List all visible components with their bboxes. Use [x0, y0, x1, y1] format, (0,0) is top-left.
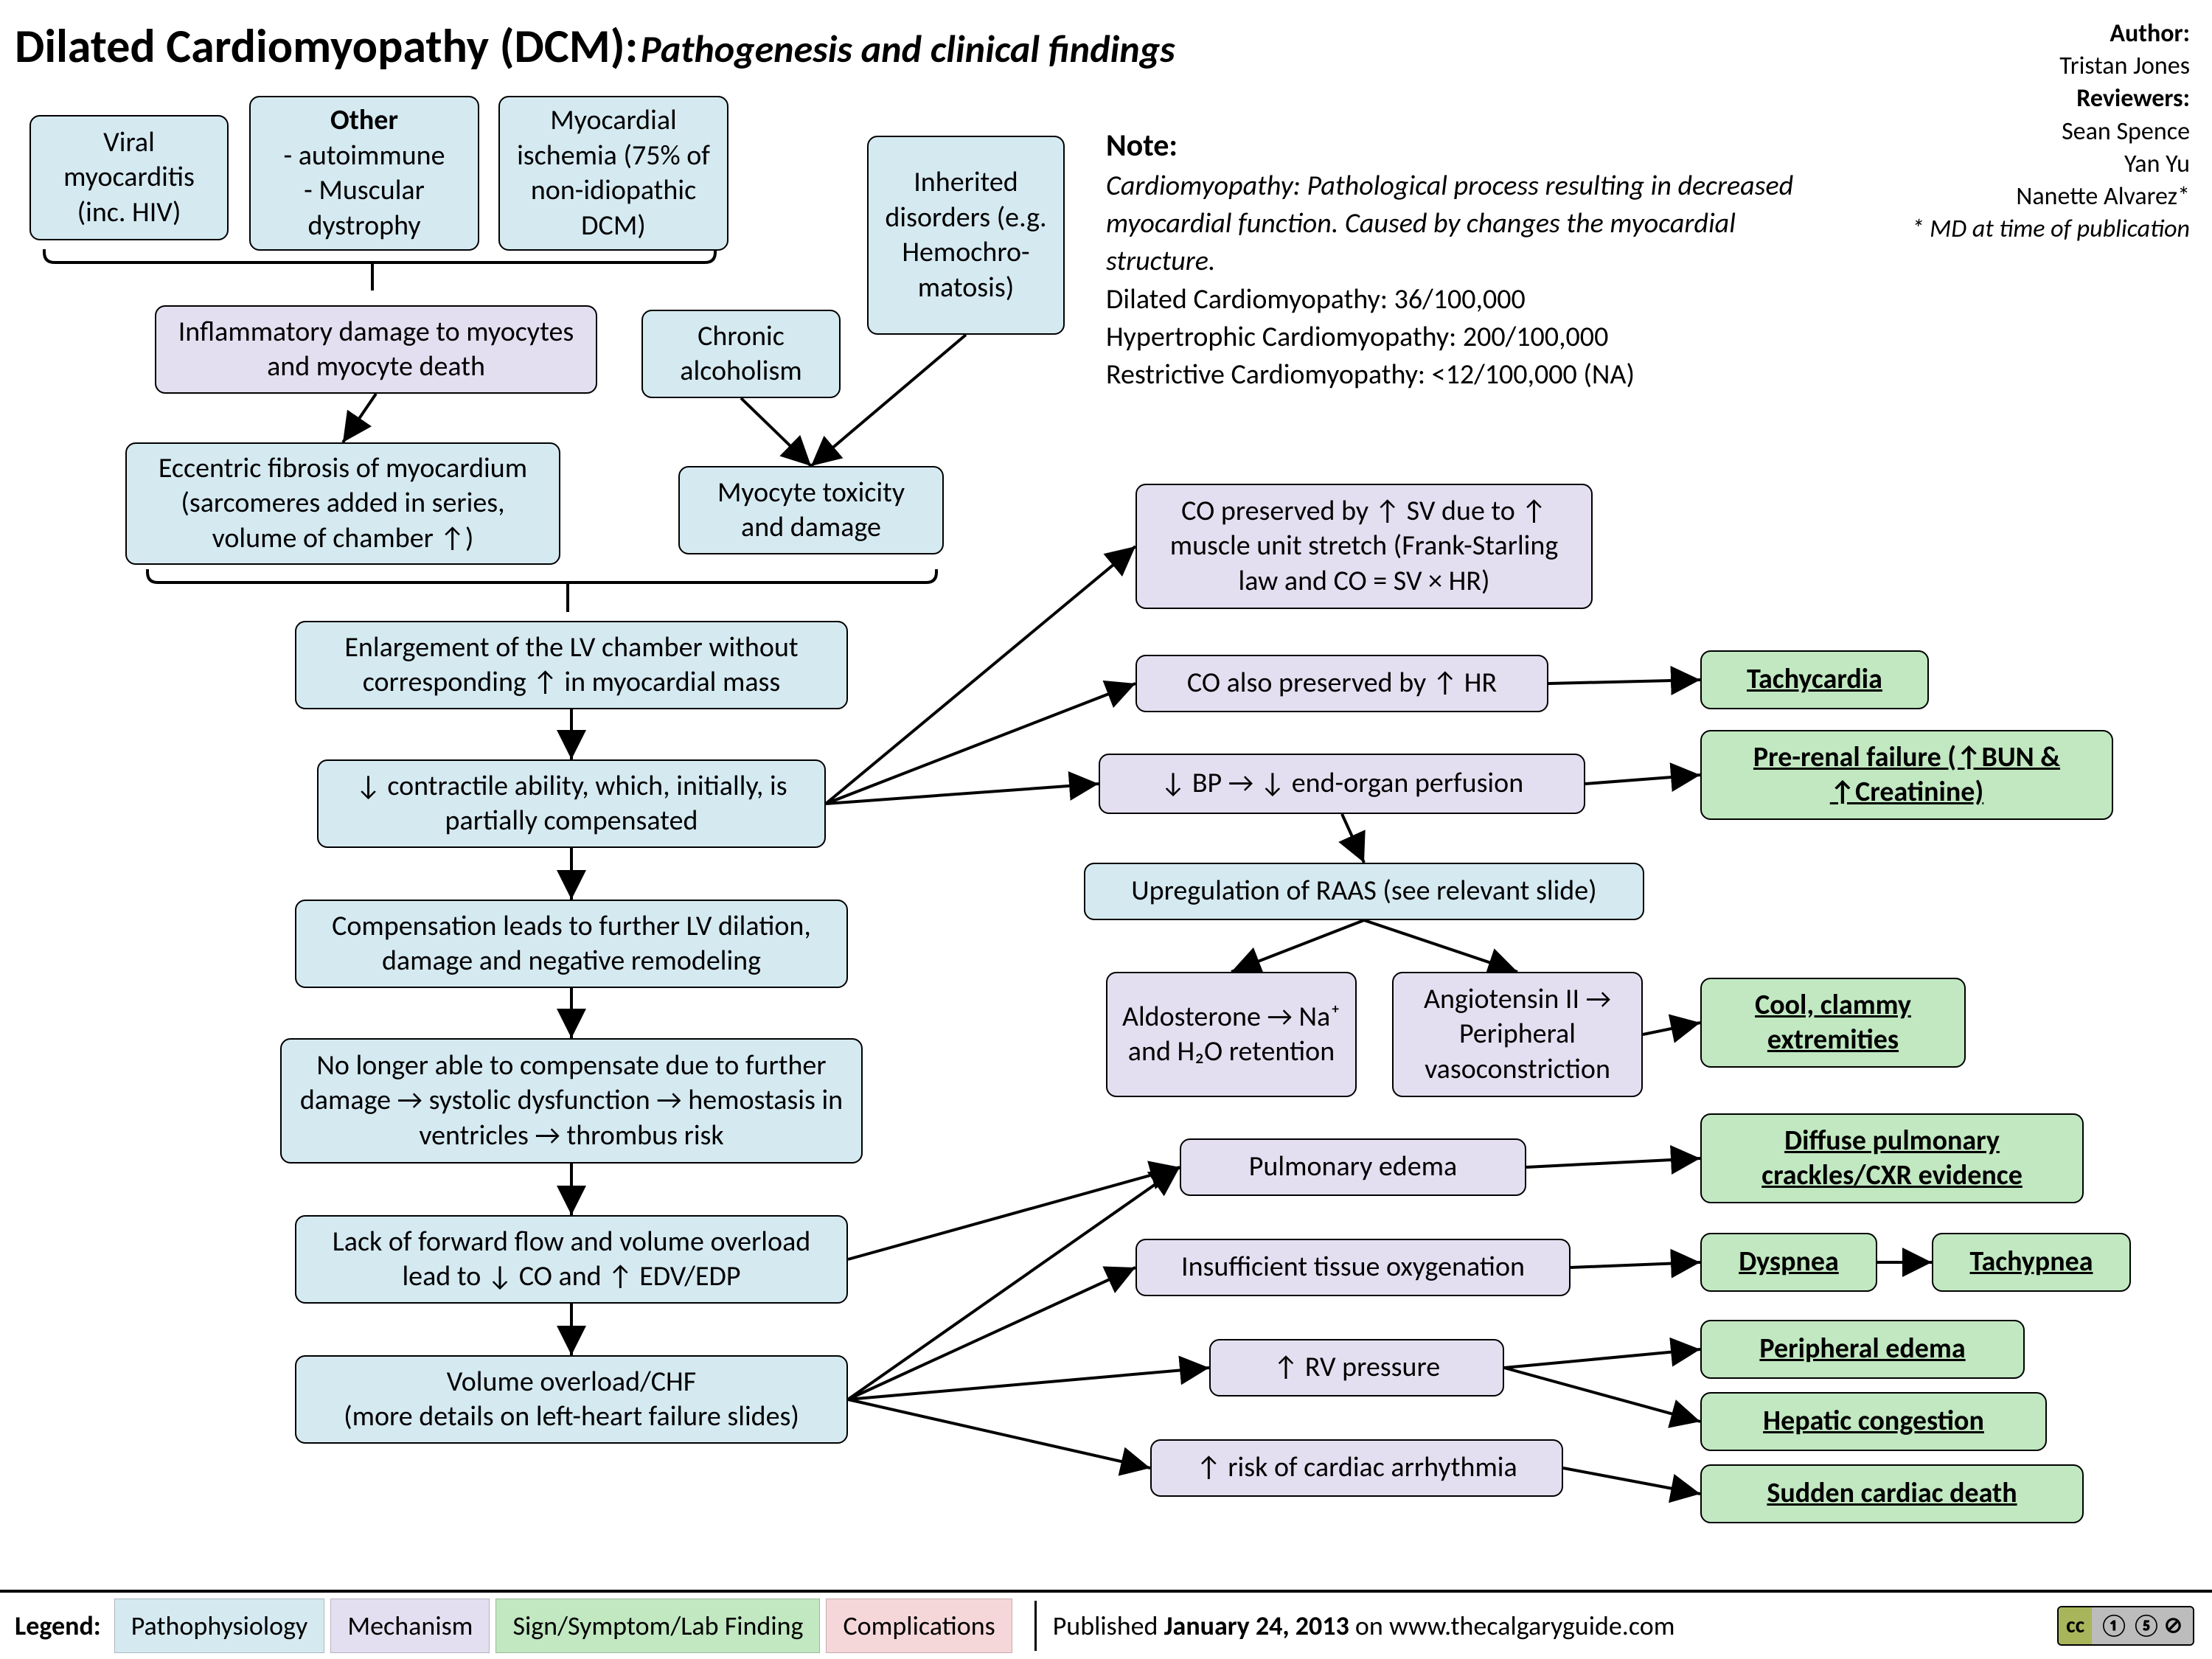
- node-toxicity: Myocyte toxicity and damage: [678, 466, 944, 554]
- authors-block: Author: Tristan Jones Reviewers: Sean Sp…: [1912, 18, 2190, 246]
- node-arrhy: ↑ risk of cardiac arrhythmia: [1150, 1439, 1563, 1497]
- node-enlarge: Enlargement of the LV chamber without co…: [295, 621, 848, 709]
- reviewer-2: Yan Yu: [1912, 148, 2190, 181]
- reviewers-label: Reviewers:: [2076, 83, 2190, 114]
- footer-separator: [1034, 1601, 1037, 1651]
- node-rvp: ↑ RV pressure: [1209, 1339, 1504, 1397]
- author-label: Author:: [2110, 18, 2190, 49]
- node-co_hr: CO also preserved by ↑ HR: [1135, 655, 1548, 712]
- note-line-3: Restrictive Cardiomyopathy: <12/100,000 …: [1106, 356, 1814, 394]
- reviewer-1: Sean Spence: [1912, 116, 2190, 148]
- author-name: Tristan Jones: [1912, 50, 2190, 83]
- publication-info: Published January 24, 2013 on www.thecal…: [1053, 1610, 2057, 1642]
- title-sub: Pathogenesis and clinical findings: [641, 25, 1175, 72]
- legend-complications: Complications: [826, 1599, 1012, 1653]
- node-insuff: Insufficient tissue oxygenation: [1135, 1239, 1571, 1296]
- node-inflam: Inflammatory damage to myocytes and myoc…: [155, 305, 597, 394]
- node-chf: Volume overload/CHF(more details on left…: [295, 1355, 848, 1444]
- node-prerenal: Pre-renal failure (↑BUN & ↑Creatinine): [1700, 730, 2113, 820]
- node-raas: Upregulation of RAAS (see relevant slide…: [1084, 863, 1644, 920]
- node-viral: Viral myocarditis (inc. HIV): [29, 115, 229, 240]
- node-fibrosis: Eccentric fibrosis of myocardium (sarcom…: [125, 442, 560, 565]
- node-aldo: Aldosterone → Na⁺ and H₂O retention: [1106, 972, 1357, 1097]
- legend-mechanism: Mechanism: [330, 1599, 490, 1653]
- node-other: Other- autoimmune- Muscular dystrophy: [249, 96, 479, 251]
- note-heading: Note:: [1106, 125, 1814, 167]
- node-ischemia: Myocardial ischemia (75% of non-idiopath…: [498, 96, 728, 251]
- node-periedema: Peripheral edema: [1700, 1320, 2025, 1379]
- legend-pathophysiology: Pathophysiology: [114, 1599, 325, 1653]
- reviewer-3: Nanette Alvarez*: [1912, 181, 2190, 213]
- page-title: Dilated Cardiomyopathy (DCM): Pathogenes…: [15, 18, 1175, 75]
- note-line-1: Dilated Cardiomyopathy: 36/100,000: [1106, 281, 1814, 319]
- node-angio: Angiotensin II → Peripheral vasoconstric…: [1392, 972, 1643, 1097]
- legend-label: Legend:: [0, 1610, 114, 1642]
- node-dyspnea: Dyspnea: [1700, 1233, 1877, 1292]
- node-pulm: Pulmonary edema: [1180, 1138, 1526, 1196]
- node-scd: Sudden cardiac death: [1700, 1464, 2084, 1523]
- node-cool: Cool, clammy extremities: [1700, 978, 1966, 1068]
- node-hepatic: Hepatic congestion: [1700, 1392, 2047, 1451]
- cc-license-icon: cc ①⑤⊘: [2057, 1606, 2194, 1646]
- node-nolonger: No longer able to compensate due to furt…: [280, 1038, 863, 1164]
- node-crackles: Diffuse pulmonary crackles/CXR evidence: [1700, 1113, 2084, 1203]
- title-main: Dilated Cardiomyopathy (DCM):: [15, 18, 638, 75]
- note-line-2: Hypertrophic Cardiomyopathy: 200/100,000: [1106, 319, 1814, 356]
- node-compens: Compensation leads to further LV dilatio…: [295, 900, 848, 988]
- legend-sign: Sign/Symptom/Lab Finding: [495, 1599, 820, 1653]
- node-alc: Chronic alcoholism: [641, 310, 841, 398]
- node-co_sv: CO preserved by ↑ SV due to ↑ muscle uni…: [1135, 484, 1593, 609]
- note-definition: Cardiomyopathy: Pathological process res…: [1106, 167, 1814, 281]
- node-lackflow: Lack of forward flow and volume overload…: [295, 1215, 848, 1304]
- node-tachy: Tachycardia: [1700, 650, 1929, 709]
- node-inherited: Inherited disorders (e.g. Hemochro-matos…: [867, 136, 1065, 335]
- node-tachypnea: Tachypnea: [1932, 1233, 2131, 1292]
- note-box: Note: Cardiomyopathy: Pathological proce…: [1106, 125, 1814, 394]
- md-note: * MD at time of publication: [1912, 213, 2190, 246]
- node-bp: ↓ BP → ↓ end-organ perfusion: [1099, 754, 1585, 814]
- footer: Legend: Pathophysiology Mechanism Sign/S…: [0, 1590, 2212, 1659]
- node-contract: ↓ contractile ability, which, initially,…: [317, 759, 826, 848]
